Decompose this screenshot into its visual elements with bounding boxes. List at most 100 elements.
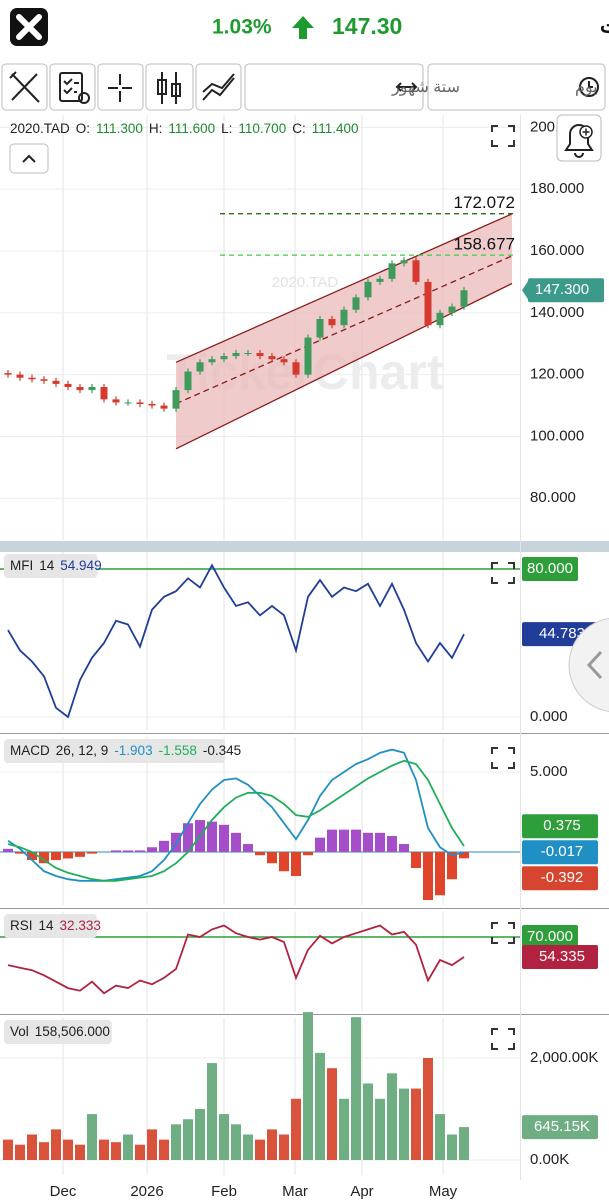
- volume-bar: [255, 1139, 265, 1161]
- legend-part: 110.700: [238, 121, 286, 136]
- volume-bar: [15, 1144, 25, 1161]
- candle-body: [112, 399, 120, 403]
- candle-body: [412, 260, 420, 282]
- volume-bar: [315, 1052, 325, 1161]
- volume-bar: [63, 1139, 73, 1161]
- y-tick-label: 160.000: [530, 242, 584, 259]
- indicator-line: [7, 759, 465, 882]
- interval-dropdown[interactable]: [427, 63, 606, 111]
- value-badge-label: -0.017: [541, 843, 584, 860]
- histogram-bar: [423, 852, 433, 901]
- histogram-bar: [27, 852, 37, 861]
- x-tick-label: Apr: [350, 1183, 373, 1200]
- volume-bar: [435, 1114, 445, 1161]
- value-badge: [522, 945, 598, 970]
- candle-body: [136, 402, 144, 404]
- chart-type-button[interactable]: [145, 63, 194, 111]
- volume-bar: [231, 1124, 241, 1161]
- histogram-bar: [291, 852, 301, 877]
- legend-part: H:: [149, 121, 163, 136]
- candle-body: [304, 337, 312, 375]
- candle-body: [40, 379, 48, 381]
- expand-icon[interactable]: [491, 922, 515, 944]
- side-drawer-button[interactable]: [568, 618, 609, 712]
- expand-icon[interactable]: [491, 747, 515, 769]
- value-badge: [528, 278, 604, 303]
- value-badge-label: 147.300: [535, 281, 589, 298]
- legend-text: MFI 14 54.949: [10, 558, 102, 573]
- volume-bar: [423, 1057, 433, 1161]
- legend-part: -1.558: [159, 743, 197, 758]
- indicator-line: [7, 563, 465, 719]
- channel-fill: [176, 213, 512, 449]
- expand-icon[interactable]: [491, 562, 515, 584]
- histogram-bar: [207, 821, 217, 853]
- legend-part: Vol: [10, 1024, 29, 1039]
- expand-icon[interactable]: [491, 1028, 515, 1050]
- volume-bar: [387, 1073, 397, 1161]
- histogram-bar: [315, 837, 325, 853]
- x-tick-label: Mar: [282, 1183, 308, 1200]
- histogram-bar: [51, 852, 61, 861]
- histogram-bar: [447, 852, 457, 880]
- candle-body: [52, 380, 60, 384]
- histogram-bar: [435, 852, 445, 896]
- value-badge-label: 54.335: [539, 948, 585, 965]
- volume-bar: [267, 1129, 277, 1161]
- volume-bar: [243, 1134, 253, 1161]
- histogram-bar: [159, 840, 169, 853]
- y-tick-label: 2,000.00K: [530, 1049, 598, 1066]
- x-tick-label: Feb: [211, 1183, 237, 1200]
- expand-icon[interactable]: [491, 125, 515, 147]
- volume-bar: [447, 1134, 457, 1161]
- candle-body: [376, 278, 384, 282]
- tools-icon: [9, 71, 40, 103]
- histogram-bar: [87, 852, 97, 854]
- histogram-bar: [327, 829, 337, 853]
- crosshair-button[interactable]: [97, 63, 144, 111]
- collapse-button[interactable]: [9, 143, 49, 174]
- value-badge-label: 0.375: [543, 817, 581, 834]
- range-icon: [395, 82, 418, 92]
- mark-layer: [0, 213, 520, 1161]
- histogram-bar: [267, 852, 277, 864]
- volume-bar: [123, 1134, 133, 1161]
- volume-bar: [183, 1119, 193, 1161]
- candle-body: [196, 362, 204, 372]
- volume-bar: [99, 1139, 109, 1161]
- level-label: 158.677: [454, 235, 515, 254]
- candle-body: [124, 402, 132, 404]
- reference-label: 70.000: [527, 928, 573, 945]
- panel-legend: MFI 14 54.949: [4, 554, 102, 578]
- studies-button[interactable]: [49, 63, 96, 111]
- candle-body: [436, 312, 444, 326]
- channel-middle: [175, 255, 513, 405]
- alert-button[interactable]: [556, 114, 602, 162]
- crosshair-icon: [108, 74, 132, 102]
- legend-text: RSI 14 32.333: [10, 918, 101, 933]
- candle-body: [16, 374, 24, 378]
- level-label: 172.072: [454, 193, 515, 212]
- collapse-box: [9, 143, 49, 174]
- value-badge: [522, 840, 598, 865]
- histogram-bar: [111, 850, 121, 853]
- legend-background: [4, 914, 97, 938]
- histogram-bar: [15, 852, 25, 854]
- y-tick-label: 0.00K: [530, 1151, 569, 1168]
- candle-body-icon: [157, 79, 167, 95]
- close-button[interactable]: [10, 8, 48, 46]
- candle-body: [292, 362, 300, 375]
- reference-badge: [522, 925, 578, 950]
- histogram-bar: [339, 829, 349, 853]
- toolbar-icons: [9, 71, 599, 104]
- range-dropdown[interactable]: [244, 63, 424, 111]
- value-badge-label: 645.15K: [534, 1118, 590, 1135]
- candle-body: [424, 281, 432, 326]
- legend-part: 111.600: [168, 121, 215, 136]
- candle-wicks-icon: [161, 72, 177, 104]
- candle-body: [244, 353, 252, 354]
- candle-body: [256, 353, 264, 357]
- y-tick-label: 120.000: [530, 366, 584, 383]
- volume-bar: [363, 1083, 373, 1161]
